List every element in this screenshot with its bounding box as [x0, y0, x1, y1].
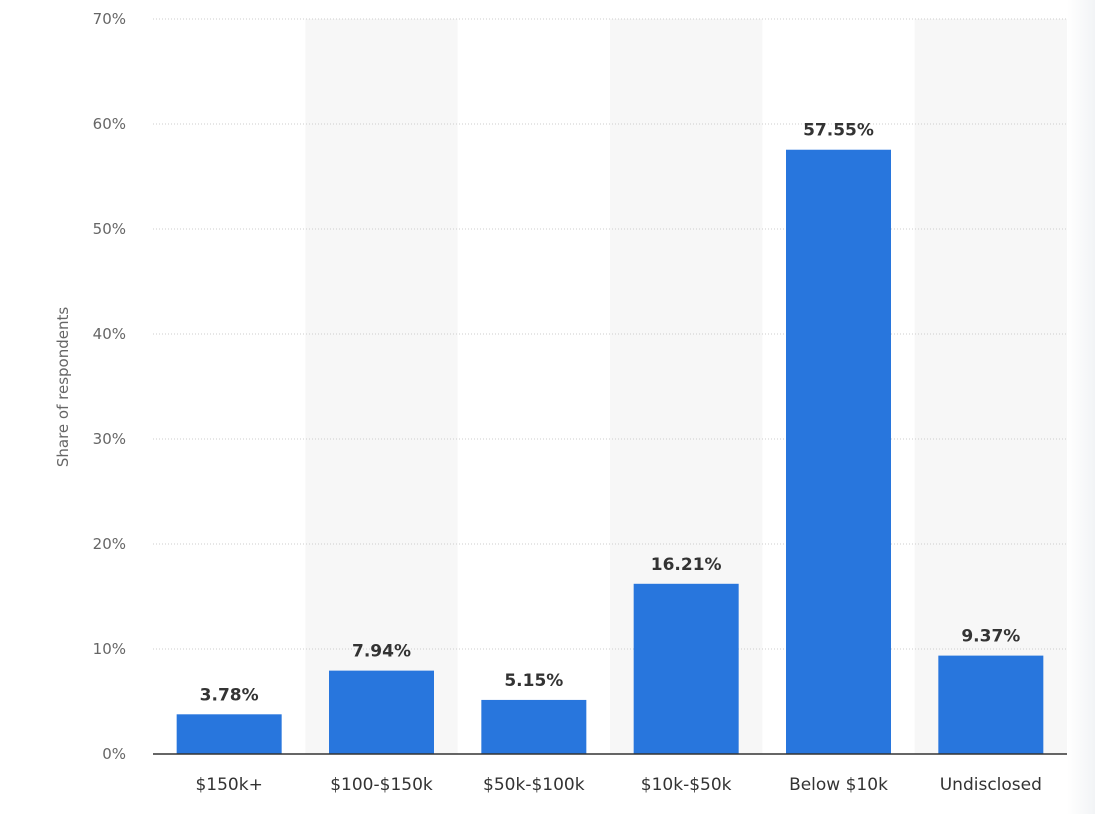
- bar-2: [481, 699, 587, 754]
- data-label-1: 7.94%: [352, 642, 411, 662]
- y-tick-label: 10%: [93, 640, 126, 658]
- y-tick-label: 0%: [102, 745, 126, 763]
- x-category-label-3: $10k-$50k: [641, 775, 732, 795]
- y-axis-ticks: 0% 10% 20% 30% 40% 50% 60% 70%: [93, 10, 126, 763]
- bar-3: [633, 583, 739, 754]
- bar-5: [938, 655, 1044, 754]
- bars: [176, 149, 1044, 755]
- data-label-4: 57.55%: [803, 121, 874, 141]
- data-label-0: 3.78%: [200, 685, 259, 705]
- y-tick-label: 50%: [93, 220, 126, 238]
- data-label-3: 16.21%: [651, 555, 722, 575]
- panel-edge: [1067, 0, 1095, 814]
- bar-1: [329, 670, 434, 754]
- band-5: [914, 19, 1067, 754]
- x-category-label-2: $50k-$100k: [483, 775, 585, 795]
- bar-4: [786, 149, 891, 755]
- y-tick-label: 70%: [93, 10, 126, 28]
- y-tick-label: 30%: [93, 430, 126, 448]
- data-label-5: 9.37%: [961, 627, 1020, 647]
- x-category-label-1: $100-$150k: [330, 775, 433, 795]
- y-tick-label: 20%: [93, 535, 126, 553]
- x-category-label-0: $150k+: [195, 775, 262, 795]
- alternating-bands: [305, 19, 1067, 754]
- x-category-label-4: Below $10k: [789, 775, 888, 795]
- x-axis-categories: $150k+ $100-$150k $50k-$100k $10k-$50k Below…: [195, 775, 1041, 795]
- bar-0: [176, 714, 282, 754]
- gridlines: [153, 18, 1067, 650]
- data-label-2: 5.15%: [504, 671, 563, 691]
- x-category-label-5: Undisclosed: [940, 775, 1042, 795]
- data-labels: 3.78% 7.94% 5.15% 16.21% 57.55% 9.37%: [200, 121, 1021, 706]
- y-axis-title: Share of respondents: [54, 307, 72, 468]
- y-tick-label: 60%: [93, 115, 126, 133]
- bar-chart: 0% 10% 20% 30% 40% 50% 60% 70% Share of respond…: [54, 10, 1067, 795]
- y-tick-label: 40%: [93, 325, 126, 343]
- band-1: [305, 19, 458, 754]
